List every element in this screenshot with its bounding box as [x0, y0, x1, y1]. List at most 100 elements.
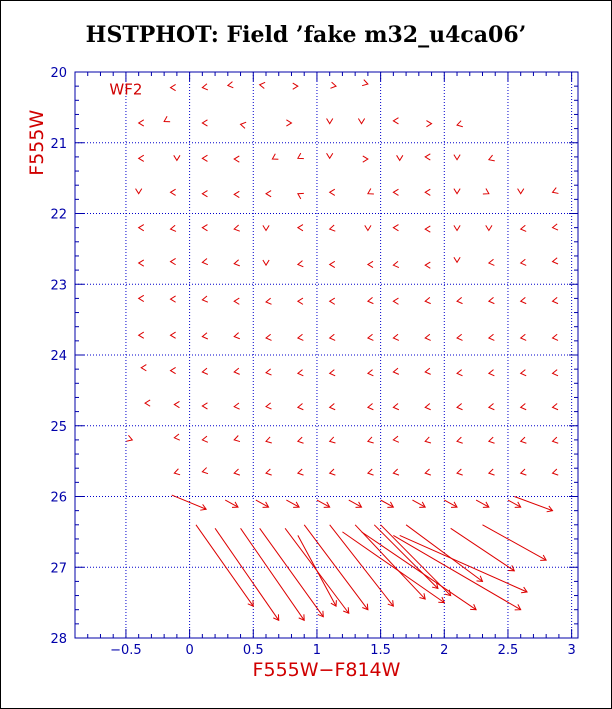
error-vector: [297, 152, 304, 160]
error-vector: [519, 333, 527, 341]
error-vector: [296, 468, 304, 476]
error-vector: [475, 499, 490, 508]
vector-head: [519, 333, 527, 341]
vector-head: [419, 501, 427, 508]
vector-shaft: [412, 499, 426, 508]
vector-head: [540, 554, 548, 561]
error-vector: [137, 259, 145, 267]
error-vector: [233, 259, 240, 267]
error-vector: [424, 403, 431, 411]
vector-head: [392, 367, 400, 375]
vector-head: [366, 403, 374, 411]
vector-head: [551, 297, 559, 305]
vector-head: [514, 501, 522, 508]
error-vector: [169, 188, 176, 196]
vector-head: [262, 225, 270, 232]
error-vector: [296, 403, 304, 411]
error-vector: [265, 468, 272, 476]
vector-head: [233, 259, 240, 267]
vector-head: [521, 586, 528, 594]
vector-head: [424, 436, 432, 444]
vector-shaft: [393, 534, 521, 611]
vector-head: [137, 294, 145, 302]
error-vector: [354, 524, 426, 600]
vector-shaft: [354, 524, 426, 600]
vector-head: [328, 403, 336, 411]
error-vector: [456, 369, 463, 377]
vector-head: [292, 82, 299, 90]
error-vector: [328, 260, 336, 269]
error-vector: [551, 297, 559, 305]
vector-head: [364, 225, 372, 232]
error-vector: [297, 192, 304, 200]
error-vector: [201, 467, 209, 475]
error-vector: [393, 534, 522, 611]
error-vector: [424, 297, 431, 305]
error-vector: [296, 333, 304, 341]
vector-head: [392, 403, 400, 411]
vector-shaft: [475, 499, 490, 508]
vector-head: [362, 603, 369, 611]
error-vector: [424, 436, 432, 444]
error-vector: [342, 531, 446, 604]
error-vector: [286, 119, 293, 127]
vector-head: [424, 403, 431, 411]
error-vector: [424, 153, 431, 161]
vector-head: [551, 223, 559, 231]
error-vector: [137, 294, 145, 302]
error-vector: [137, 224, 145, 232]
error-vector: [396, 155, 404, 162]
vector-head: [137, 154, 145, 162]
vector-head: [519, 468, 527, 476]
error-vector: [233, 468, 241, 476]
vector-head: [296, 369, 304, 377]
error-vector: [424, 367, 431, 375]
error-vector: [487, 154, 495, 162]
error-vector: [262, 225, 270, 232]
vector-head: [201, 367, 209, 375]
error-vector: [259, 528, 324, 618]
vector-head: [367, 188, 374, 195]
error-vector: [169, 331, 176, 339]
vector-head: [392, 260, 400, 269]
vector-head: [201, 190, 208, 198]
vector-head: [551, 436, 559, 444]
error-vector: [519, 468, 527, 476]
error-vector: [487, 333, 495, 341]
error-vector: [296, 297, 304, 305]
error-vector: [426, 120, 433, 128]
error-vector: [551, 223, 559, 231]
error-vector: [366, 260, 374, 269]
vector-head: [233, 367, 240, 375]
vector-head: [173, 155, 181, 162]
vector-shaft: [195, 524, 254, 607]
error-vector: [173, 400, 180, 409]
error-vector: [328, 436, 336, 444]
vector-head: [438, 596, 446, 604]
vector-head: [456, 468, 463, 476]
y-tick-label: 25: [50, 420, 67, 435]
vector-shaft: [405, 524, 483, 582]
vector-head: [201, 83, 209, 91]
y-tick-label: 22: [50, 208, 67, 223]
vector-shaft: [373, 524, 439, 589]
error-vector: [233, 190, 240, 198]
error-vector: [169, 367, 176, 375]
vector-head: [328, 333, 336, 341]
error-vector: [296, 224, 304, 232]
error-vector: [201, 295, 209, 303]
vector-head: [519, 224, 527, 232]
error-vector: [456, 468, 463, 476]
vector-head: [271, 153, 279, 160]
vector-head: [392, 333, 400, 341]
error-vector: [226, 81, 234, 89]
vector-head: [296, 224, 304, 232]
vector-head: [265, 468, 272, 476]
vector-shaft: [348, 499, 362, 508]
error-vector: [366, 297, 374, 305]
error-vector: [169, 258, 176, 266]
error-vector: [328, 468, 336, 476]
vector-shaft: [507, 499, 521, 508]
vector-head: [328, 188, 336, 196]
x-tick-label: 2.5: [498, 643, 519, 658]
